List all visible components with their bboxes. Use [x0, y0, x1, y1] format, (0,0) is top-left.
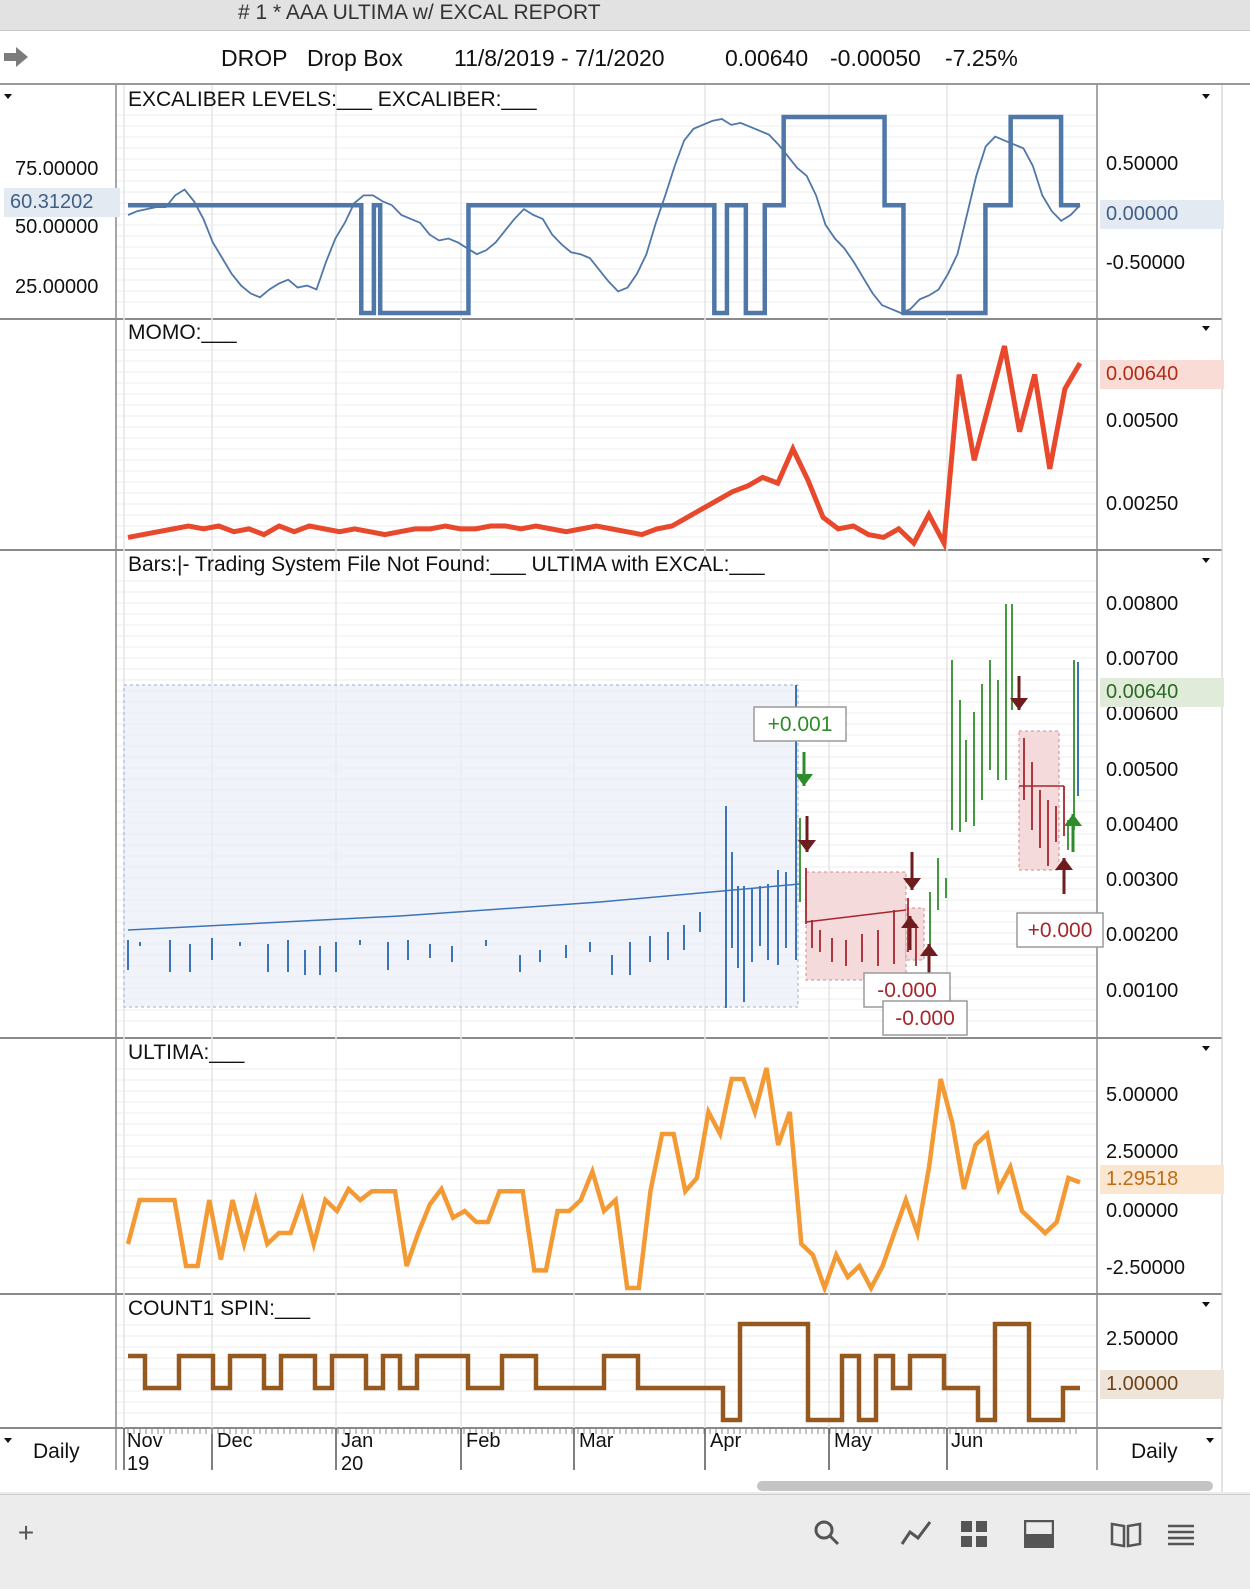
right-current-value: 0.00000 — [1100, 200, 1224, 229]
count-panel-label: COUNT1 SPIN:___ — [128, 1297, 311, 1320]
month-label: Apr — [710, 1430, 742, 1452]
right-tick: 0.50000 — [1106, 153, 1179, 175]
right-tick: 0.00600 — [1106, 703, 1179, 725]
count-spin-line — [128, 1321, 1080, 1423]
horizontal-scrollbar[interactable] — [757, 1481, 1213, 1491]
arrow-right-icon[interactable] — [2, 45, 30, 69]
price-change-pct: -7.25% — [945, 45, 1018, 71]
month-label: Jan — [341, 1430, 374, 1452]
title-bar: # 1 * AAA ULTIMA w/ EXCAL REPORT — [0, 0, 1250, 31]
count-current-value: 1.00000 — [1100, 1370, 1224, 1399]
trade-zone-red — [805, 871, 907, 981]
grid-icon[interactable] — [960, 1520, 988, 1548]
right-tick: 0.00000 — [1106, 1200, 1179, 1222]
month-label: Nov — [127, 1430, 163, 1452]
left-tick: 75.00000 — [15, 158, 99, 180]
symbol-info-bar: DROP Drop Box 11/8/2019 - 7/1/2020 0.006… — [0, 31, 1250, 85]
right-tick: 0.00400 — [1106, 814, 1179, 836]
right-tick: 0.00800 — [1106, 593, 1179, 615]
price-change: -0.00050 — [830, 45, 921, 71]
right-tick: 0.00500 — [1106, 759, 1179, 781]
right-tick: -2.50000 — [1106, 1257, 1185, 1279]
chevron-down-icon[interactable] — [4, 94, 12, 99]
right-tick: 2.50000 — [1106, 1328, 1179, 1350]
chevron-down-icon[interactable] — [4, 1438, 12, 1443]
ultima-line — [125, 1067, 1081, 1295]
trade-label: -0.000 — [895, 1007, 955, 1030]
chevron-down-icon[interactable] — [1202, 1046, 1210, 1051]
cover-arrow-icon — [920, 944, 938, 956]
sell-arrow-icon — [798, 840, 816, 852]
month-label: Dec — [217, 1430, 253, 1452]
chevron-down-icon[interactable] — [1202, 326, 1210, 331]
right-tick: 5.00000 — [1106, 1084, 1179, 1106]
right-tick: 2.50000 — [1106, 1141, 1179, 1163]
last-price: 0.00640 — [725, 45, 809, 71]
left-current-value: 60.31202 — [4, 188, 120, 217]
right-tick: 0.00300 — [1106, 869, 1179, 891]
excaliber-line — [127, 118, 1081, 314]
date-range: 11/8/2019 - 7/1/2020 — [454, 45, 665, 71]
right-tick: 0.00700 — [1106, 648, 1179, 670]
year-label: 19 — [127, 1453, 150, 1475]
add-icon[interactable]: + — [17, 1517, 35, 1548]
book-icon[interactable] — [1110, 1520, 1142, 1548]
momo-panel-label: MOMO:___ — [128, 321, 237, 344]
symbol-name: Drop Box — [307, 45, 403, 71]
window-title: # 1 * AAA ULTIMA w/ EXCAL REPORT — [238, 1, 601, 24]
trend-line-red — [805, 909, 907, 923]
chevron-down-icon[interactable] — [1202, 1302, 1210, 1307]
month-label: Jun — [951, 1430, 984, 1452]
cover-arrow-icon — [901, 916, 919, 928]
trade-label-box — [882, 1000, 968, 1036]
chart-grid: +0.001 -0.000 -0.000 +0.000 — [0, 85, 1223, 1492]
menu-icon[interactable] — [1166, 1520, 1196, 1548]
bars-panel-label: Bars:|- Trading System File Not Found:__… — [128, 553, 765, 576]
trade-label-box — [1016, 912, 1104, 948]
trade-label: -0.000 — [877, 979, 937, 1002]
period-selector-right[interactable]: Daily — [1131, 1440, 1178, 1463]
month-label: Mar — [579, 1430, 614, 1452]
ultima-current-value: 1.29518 — [1100, 1165, 1224, 1194]
chart-area: +0.001 -0.000 -0.000 +0.000 — [0, 85, 1250, 1492]
trend-line — [127, 883, 801, 931]
buy-arrow-icon — [1064, 814, 1082, 826]
chevron-down-icon[interactable] — [1202, 94, 1210, 99]
bars-current-value: 0.00640 — [1100, 678, 1224, 707]
trade-label: +0.000 — [1028, 919, 1093, 942]
cover-arrow-icon — [1055, 858, 1073, 870]
sell-arrow-icon — [1010, 698, 1028, 710]
month-label: May — [834, 1430, 872, 1452]
left-tick: 25.00000 — [15, 276, 99, 298]
month-label: Feb — [466, 1430, 501, 1452]
right-tick: 0.00250 — [1106, 493, 1179, 515]
period-selector-left[interactable]: Daily — [33, 1440, 80, 1463]
ultima-panel-label: ULTIMA:___ — [128, 1041, 245, 1064]
trade-label: +0.001 — [768, 713, 833, 736]
right-tick: 0.00100 — [1106, 980, 1179, 1002]
search-icon[interactable] — [812, 1518, 842, 1548]
momo-current-value: 0.00640 — [1100, 360, 1224, 389]
excal-panel-label: EXCALIBER LEVELS:___ EXCALIBER:___ — [128, 88, 537, 111]
panel-icon[interactable] — [1024, 1520, 1054, 1548]
sell-arrow-icon — [903, 878, 921, 890]
year-label: 20 — [341, 1453, 364, 1475]
left-tick: 50.00000 — [15, 216, 99, 238]
chevron-down-icon[interactable] — [1206, 1438, 1214, 1443]
symbol-code: DROP — [221, 45, 288, 71]
trade-zone-red — [1018, 730, 1060, 871]
right-tick: 0.00500 — [1106, 410, 1179, 432]
trade-label-box — [753, 706, 847, 742]
right-tick: -0.50000 — [1106, 252, 1185, 274]
trade-zone-blue — [123, 684, 799, 1008]
excal-levels-line — [128, 114, 1080, 316]
buy-arrow-icon — [795, 774, 813, 786]
chevron-down-icon[interactable] — [1202, 558, 1210, 563]
right-tick: 0.00200 — [1106, 924, 1179, 946]
chart-line-icon[interactable] — [900, 1518, 934, 1548]
bottom-toolbar — [0, 1494, 1250, 1589]
momo-line — [127, 345, 1083, 552]
